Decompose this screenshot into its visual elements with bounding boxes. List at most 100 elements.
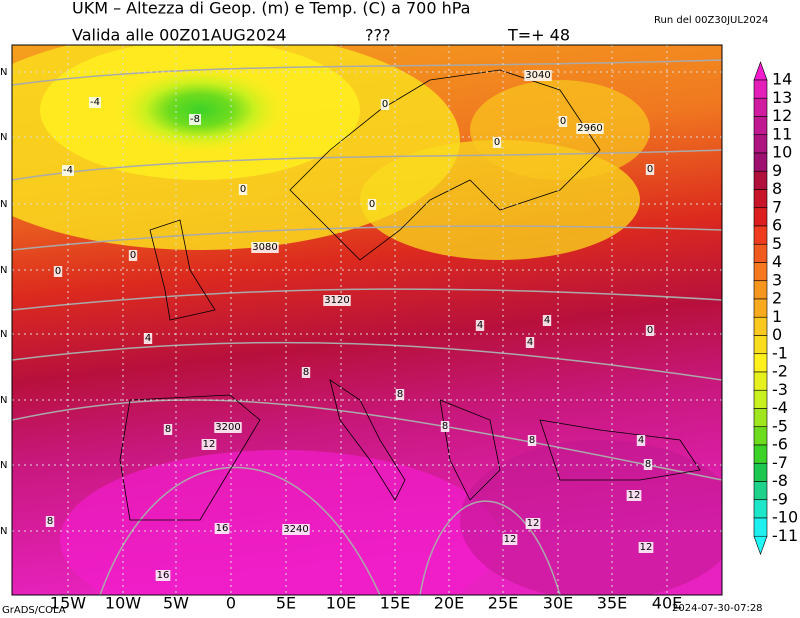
contour-label: 4 (145, 333, 151, 344)
contour-label: 3080 (252, 242, 277, 253)
colorbar-label: 12 (772, 106, 792, 125)
contour-label-bg (440, 421, 450, 432)
contour-label: 0 (130, 250, 136, 261)
contour-label-bg (163, 424, 173, 435)
map (12, 45, 722, 595)
contour-label: 2960 (577, 123, 602, 134)
contour-label-bg (645, 325, 655, 336)
colorbar-label: 8 (772, 179, 782, 198)
map-frame (11, 44, 723, 596)
colorbar-label: -9 (772, 489, 788, 508)
contour-label-bg (238, 184, 248, 195)
y-label: N (0, 265, 7, 276)
contour-label: -4 (63, 165, 73, 176)
contour-label: 3120 (324, 295, 349, 306)
contour-label: 0 (369, 199, 375, 210)
contour-label-bg (367, 199, 377, 210)
lead: T=+ 48 (507, 26, 570, 45)
contour-label-bg (251, 242, 279, 253)
contour-label: 8 (397, 389, 403, 400)
colorbar-top (753, 61, 768, 81)
contour-label: 12 (640, 542, 653, 553)
x-label: 40E (652, 594, 682, 613)
colorbar-box (753, 170, 768, 190)
credit: GrADS/COLA (2, 605, 66, 616)
contour-label: 8 (442, 421, 448, 432)
colorbar-label: 13 (772, 88, 792, 107)
contour-label-bg (128, 250, 138, 261)
contour-label: 3200 (215, 422, 240, 433)
colorbar-label: -1 (772, 343, 788, 362)
timestamp: 2024-07-30-07:28 (672, 603, 763, 614)
colorbar-label: 0 (772, 325, 782, 344)
colorbar-label: -7 (772, 453, 788, 472)
contour-label-bg (214, 422, 242, 433)
contour-label: 0 (55, 266, 61, 277)
contour-label: 12 (504, 534, 517, 545)
contour-label-bg (527, 435, 537, 446)
contour-label-bg (643, 459, 653, 470)
y-label: N (0, 395, 7, 406)
colorbar-box (753, 225, 768, 245)
contour-label-bg (576, 123, 604, 134)
colorbar-box (753, 353, 768, 373)
y-label: N (0, 329, 7, 340)
colorbar-box (753, 189, 768, 209)
colorbar-box (753, 262, 768, 282)
colorbar-label: 7 (772, 197, 782, 216)
x-label: 30E (543, 594, 573, 613)
contour-label: 3240 (283, 524, 308, 535)
x-label: 20E (434, 594, 464, 613)
colorbar-label: 5 (772, 234, 782, 253)
contour-label: 4 (544, 315, 550, 326)
flag: ??? (365, 26, 390, 45)
contour-label-bg (45, 516, 55, 527)
contour-label-bg (524, 70, 552, 81)
colorbar-box (753, 316, 768, 336)
colorbar-label: 1 (772, 307, 782, 326)
x-label: 25E (488, 594, 518, 613)
x-label: 5E (276, 594, 296, 613)
contour-label: 0 (647, 325, 653, 336)
contour-label: 16 (216, 523, 229, 534)
colorbar-label: -6 (772, 435, 788, 454)
contour-label-bg (645, 164, 655, 175)
contour-label: 0 (647, 164, 653, 175)
colorbar-box (753, 152, 768, 172)
contour-label-bg (626, 490, 642, 501)
colorbar-box (753, 97, 768, 117)
contour-label: 0 (240, 184, 246, 195)
contour-label-bg (525, 518, 541, 529)
contour-label: 3040 (525, 70, 550, 81)
contour-label: 16 (157, 570, 170, 581)
colorbar-label: 10 (772, 143, 792, 162)
colorbar-label: 2 (772, 289, 782, 308)
colorbar-box (753, 426, 768, 446)
x-label: 15E (380, 594, 410, 613)
colorbar-label: -3 (772, 380, 788, 399)
contour-label-bg (395, 389, 405, 400)
contour-label-bg (189, 114, 201, 125)
colorbar-box (753, 280, 768, 300)
contour-label: 12 (527, 518, 540, 529)
contour-label: 8 (303, 367, 309, 378)
title: UKM – Altezza di Geop. (m) e Temp. (C) a… (72, 0, 470, 18)
contour-label-bg (475, 320, 485, 331)
colorbar-box (753, 499, 768, 519)
contour-label: 12 (203, 439, 216, 450)
x-label: 10E (326, 594, 356, 613)
contour-label: -4 (90, 97, 100, 108)
run: Run del 00Z30JUL2024 (654, 15, 768, 26)
x-label: 5W (163, 594, 189, 613)
contour-label: 0 (494, 137, 500, 148)
colorbar-box (753, 481, 768, 501)
colorbar-box (753, 243, 768, 263)
colorbar-label: 6 (772, 216, 782, 235)
contour-label: 12 (628, 490, 641, 501)
valid: Valida alle 00Z01AUG2024 (72, 26, 287, 45)
colorbar-label: 9 (772, 161, 782, 180)
colorbar-label: -8 (772, 471, 788, 490)
colorbar-label: -5 (772, 416, 788, 435)
contour-label-bg (53, 266, 63, 277)
